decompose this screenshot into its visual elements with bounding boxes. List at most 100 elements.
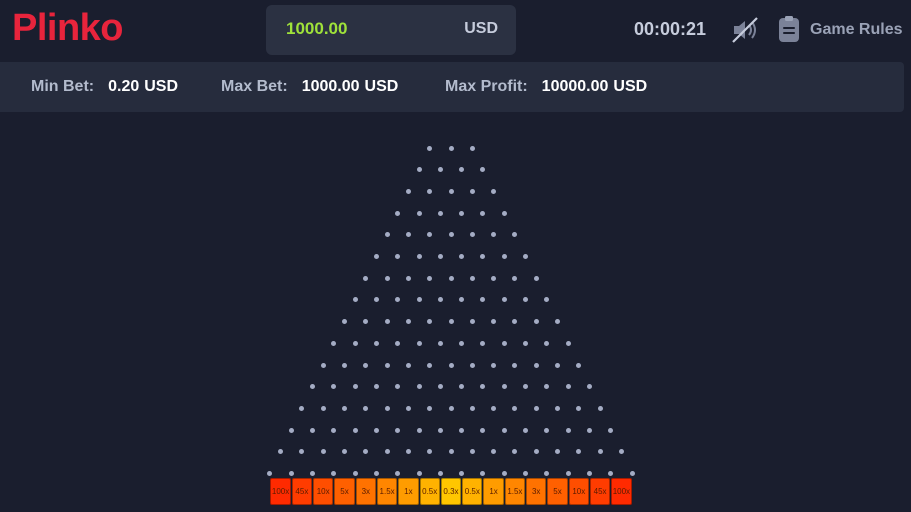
peg xyxy=(523,297,529,303)
peg xyxy=(523,471,529,476)
max-bet-label: Max Bet: xyxy=(221,78,288,95)
peg xyxy=(373,384,379,390)
max-profit: Max Profit: 10000.00 USD xyxy=(445,62,647,112)
peg xyxy=(459,471,465,476)
peg xyxy=(459,384,465,390)
peg xyxy=(459,340,465,346)
peg xyxy=(459,254,465,259)
min-bet: Min Bet: 0.20 USD xyxy=(31,62,178,112)
peg xyxy=(512,275,518,281)
peg xyxy=(384,232,390,238)
sound-muted-icon[interactable] xyxy=(731,16,761,44)
peg xyxy=(288,471,294,476)
peg xyxy=(373,427,379,433)
peg xyxy=(373,471,379,476)
peg xyxy=(427,188,433,194)
peg xyxy=(512,405,518,411)
peg xyxy=(459,210,465,216)
peg xyxy=(363,275,369,281)
peg xyxy=(469,362,475,368)
peg xyxy=(459,167,465,173)
multiplier-slot: 45x xyxy=(589,478,611,505)
peg xyxy=(416,340,422,346)
peg xyxy=(320,405,326,411)
peg xyxy=(331,340,337,346)
peg xyxy=(310,471,316,476)
max-profit-value: 10000.00 xyxy=(541,78,609,95)
peg xyxy=(352,340,358,346)
peg xyxy=(448,275,454,281)
peg xyxy=(363,319,369,325)
max-profit-label: Max Profit: xyxy=(445,78,528,95)
max-bet-value: 1000.00 xyxy=(301,78,360,95)
peg xyxy=(331,427,337,433)
peg xyxy=(267,471,273,476)
peg xyxy=(320,362,326,368)
peg xyxy=(427,232,433,238)
clipboard-icon[interactable] xyxy=(778,15,800,43)
peg xyxy=(629,471,635,476)
multiplier-slot: 3x xyxy=(526,478,547,505)
peg xyxy=(480,254,486,259)
peg xyxy=(501,471,507,476)
peg xyxy=(586,427,592,433)
peg xyxy=(565,427,571,433)
peg xyxy=(384,275,390,281)
peg xyxy=(405,405,411,411)
peg xyxy=(363,449,369,455)
peg xyxy=(416,384,422,390)
multiplier-slot: 0.3x xyxy=(440,478,462,505)
peg xyxy=(512,362,518,368)
peg xyxy=(448,319,454,325)
peg xyxy=(448,405,454,411)
game-rules-button[interactable]: Game Rules xyxy=(810,21,903,38)
peg xyxy=(437,471,443,476)
peg xyxy=(373,340,379,346)
peg xyxy=(469,145,475,151)
peg xyxy=(448,232,454,238)
peg xyxy=(480,210,486,216)
peg xyxy=(437,297,443,303)
peg xyxy=(352,297,358,303)
peg xyxy=(416,210,422,216)
peg xyxy=(437,384,443,390)
peg xyxy=(586,471,592,476)
peg xyxy=(342,319,347,325)
peg xyxy=(608,471,614,476)
peg xyxy=(597,449,603,455)
peg xyxy=(405,449,411,455)
peg xyxy=(373,297,379,303)
multiplier-slot: 10x xyxy=(313,478,334,505)
peg xyxy=(448,449,454,455)
peg xyxy=(395,210,401,216)
session-timer: 00:00:21 xyxy=(634,19,707,39)
peg xyxy=(586,384,592,390)
peg xyxy=(384,449,390,455)
multiplier-slot: 1x xyxy=(483,478,504,505)
peg xyxy=(597,405,603,411)
peg xyxy=(395,471,401,476)
peg xyxy=(555,362,560,368)
peg xyxy=(437,167,443,173)
peg xyxy=(416,167,422,173)
peg xyxy=(480,167,486,173)
peg xyxy=(544,427,550,433)
peg xyxy=(469,232,475,238)
peg xyxy=(544,384,550,390)
peg xyxy=(491,362,497,368)
peg xyxy=(405,188,411,194)
peg xyxy=(310,384,316,390)
peg xyxy=(491,319,497,325)
peg xyxy=(427,405,433,411)
plinko-board: 100x 45x 10x 5x 3x 1.5x 1x 0.5x 0.3x 0.5x 1x 1.5x 3x… xyxy=(0,112,911,512)
peg xyxy=(342,449,347,455)
peg xyxy=(480,384,486,390)
peg xyxy=(480,427,486,433)
peg xyxy=(427,319,433,325)
peg xyxy=(342,405,347,411)
peg xyxy=(544,471,550,476)
peg xyxy=(523,384,529,390)
peg xyxy=(501,427,507,433)
max-bet-currency: USD xyxy=(364,78,399,95)
